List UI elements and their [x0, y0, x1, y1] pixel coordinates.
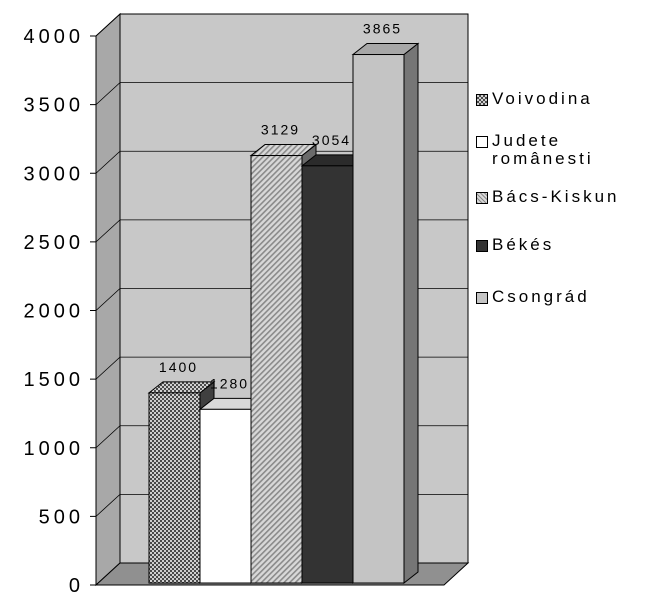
legend-swatch: [476, 94, 488, 106]
legend-item: Bács-Kiskun: [476, 188, 619, 206]
legend-label-line: Voivodina: [492, 89, 593, 108]
data-label: 3129: [261, 122, 300, 138]
legend-label: Voivodina: [492, 90, 593, 108]
y-tick-label: 500: [39, 506, 84, 528]
legend-swatch: [476, 240, 488, 252]
bar: [301, 165, 354, 584]
y-tick-label: 3000: [24, 163, 85, 185]
data-label: 1280: [210, 375, 249, 391]
legend-item: Békés: [476, 236, 554, 254]
gridline: [95, 13, 468, 37]
legend-item: Judete românesti: [476, 132, 594, 168]
bar: [352, 54, 405, 584]
gridline: [95, 150, 468, 174]
y-tick-label: 3500: [24, 95, 85, 117]
gridline: [95, 82, 468, 105]
legend-swatch: [476, 192, 488, 204]
y-tick-label: 2500: [24, 232, 85, 254]
data-label: 3865: [363, 21, 402, 37]
bar: [148, 392, 201, 584]
legend-label: Csongrád: [492, 288, 590, 306]
legend-label: Bács-Kiskun: [492, 188, 619, 206]
legend-label: Békés: [492, 236, 554, 254]
bars: 1400 1280 3129 3054 3865: [147, 21, 420, 585]
bar: [250, 155, 303, 584]
legend-label-line: Békés: [492, 235, 555, 254]
legend-label: Judete românesti: [492, 132, 594, 168]
bar-side: [403, 42, 419, 585]
legend-swatch: [476, 136, 488, 148]
y-axis: 0 500 1000 1500 2000 2500 3000 3500 4000: [24, 26, 97, 594]
data-label: 3054: [312, 132, 351, 148]
legend-item: Voivodina: [476, 90, 593, 108]
legend-swatch: [476, 292, 488, 304]
bar: [199, 408, 252, 584]
legend-label-line: Csongrád: [492, 287, 590, 306]
y-tick-label: 1000: [24, 438, 85, 460]
data-label: 1400: [159, 359, 198, 375]
y-tick-label: 2000: [24, 301, 85, 323]
legend-item: Csongrád: [476, 288, 590, 306]
y-tick-label: 4000: [24, 26, 85, 48]
legend-label-line: Judete: [492, 131, 562, 150]
y-tick-label: 1500: [24, 369, 85, 391]
legend-label-line: Bács-Kiskun: [492, 187, 620, 206]
legend-label-line: românesti: [492, 149, 594, 168]
y-tick-label: 0: [69, 575, 84, 594]
